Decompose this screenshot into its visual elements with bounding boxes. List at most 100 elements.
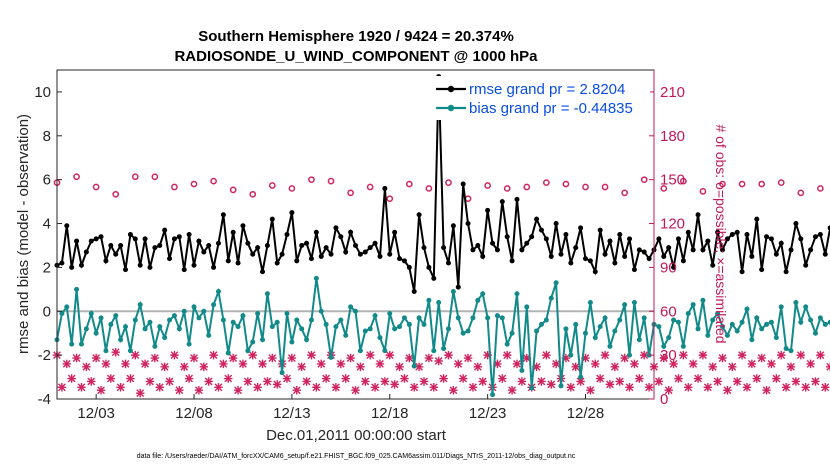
bias-point (764, 321, 770, 327)
bias-point (250, 339, 256, 345)
assimilated-count-point (639, 350, 649, 360)
rmse-point (558, 251, 564, 257)
assimilated-marker (693, 374, 703, 383)
assimilated-marker (385, 350, 395, 360)
possible-count-point (817, 185, 824, 192)
bias-point (808, 317, 814, 323)
assimilated-marker (419, 377, 429, 386)
y-tick-label: 6 (43, 172, 51, 189)
assimilated-marker (395, 362, 404, 372)
rmse-point (480, 253, 486, 259)
possible-count-point (680, 177, 687, 185)
bias-point (98, 315, 104, 321)
possible-count-point (719, 180, 726, 188)
rmse-point (494, 247, 500, 253)
possible-count-point (640, 176, 648, 184)
bias-point (783, 346, 789, 352)
rmse-point (167, 256, 173, 262)
assimilated-count-point (581, 353, 590, 363)
rmse-point (215, 240, 221, 246)
rmse-point (333, 225, 339, 231)
bias-point (372, 313, 378, 319)
bias-point (353, 308, 358, 314)
rmse-point (705, 238, 711, 244)
assimilated-count-point (106, 374, 116, 383)
rmse-point (710, 262, 716, 268)
assimilated-count-point (224, 374, 233, 383)
assimilated-marker (106, 374, 116, 383)
bias-point (695, 326, 701, 332)
rmse-point (245, 240, 251, 246)
rmse-point (690, 247, 696, 253)
assimilated-marker (140, 359, 150, 369)
assimilated-count-point (77, 383, 86, 392)
rmse-point (739, 269, 745, 275)
rmse-point (573, 245, 579, 251)
bias-point (362, 328, 368, 334)
rmse-point (313, 229, 319, 235)
bias-point (294, 317, 300, 323)
rmse-point (514, 196, 520, 202)
rmse-point (631, 267, 637, 273)
assimilated-marker (713, 377, 722, 386)
assimilated-marker (405, 353, 414, 363)
bias-point (485, 315, 491, 321)
bias-point (538, 321, 544, 327)
assimilated-count-point (184, 374, 194, 383)
bias-point (421, 321, 427, 327)
rmse-point (798, 236, 804, 242)
bias-point (494, 313, 500, 319)
bias-point (455, 315, 461, 321)
assimilated-count-point (414, 362, 424, 372)
rmse-point (827, 225, 830, 231)
rmse-point (671, 264, 677, 270)
bias-point (225, 350, 231, 356)
bias-point (744, 306, 750, 312)
assimilated-count-point (786, 362, 796, 372)
rmse-point (304, 240, 310, 246)
rmse-point (724, 236, 730, 242)
assimilated-marker (591, 359, 600, 369)
rmse-point (137, 262, 143, 268)
rmse-point (78, 262, 84, 268)
bias-point (299, 326, 305, 332)
assimilated-marker (243, 377, 253, 386)
assimilated-count-point (145, 377, 155, 386)
assimilated-count-point (356, 362, 365, 372)
assimilated-count-point (713, 377, 722, 386)
possible-count-point (92, 183, 100, 191)
assimilated-marker (664, 385, 673, 395)
possible-count-point (660, 185, 668, 192)
rmse-point (308, 256, 314, 262)
bias-point (328, 354, 334, 360)
rmse-point (656, 236, 662, 242)
rmse-point (181, 267, 187, 273)
rmse-point (157, 242, 163, 248)
assimilated-marker (67, 374, 76, 383)
assimilated-marker (708, 362, 717, 372)
assimilated-count-point (390, 380, 399, 389)
y-right-tick-label: 60 (660, 303, 677, 320)
bias-point (191, 304, 197, 310)
rmse-point (734, 229, 740, 235)
possible-count-point (699, 188, 707, 195)
bias-point (157, 324, 163, 330)
rmse-point (426, 264, 432, 270)
assimilated-count-point (361, 377, 370, 386)
assimilated-count-point (209, 350, 218, 360)
assimilated-marker (674, 374, 683, 383)
bias-point (573, 321, 579, 327)
bias-point (93, 330, 99, 336)
assimilated-count-point (307, 350, 316, 360)
x-tick-label: 12/13 (273, 405, 311, 422)
assimilated-marker (600, 350, 610, 360)
rmse-point (485, 207, 491, 213)
assimilated-count-point (463, 353, 473, 363)
assimilated-marker (135, 388, 145, 398)
assimilated-count-point (238, 359, 248, 369)
bias-point (514, 291, 520, 297)
rmse-point (147, 264, 153, 270)
rmse-point (59, 260, 65, 266)
rmse-point (240, 223, 246, 229)
